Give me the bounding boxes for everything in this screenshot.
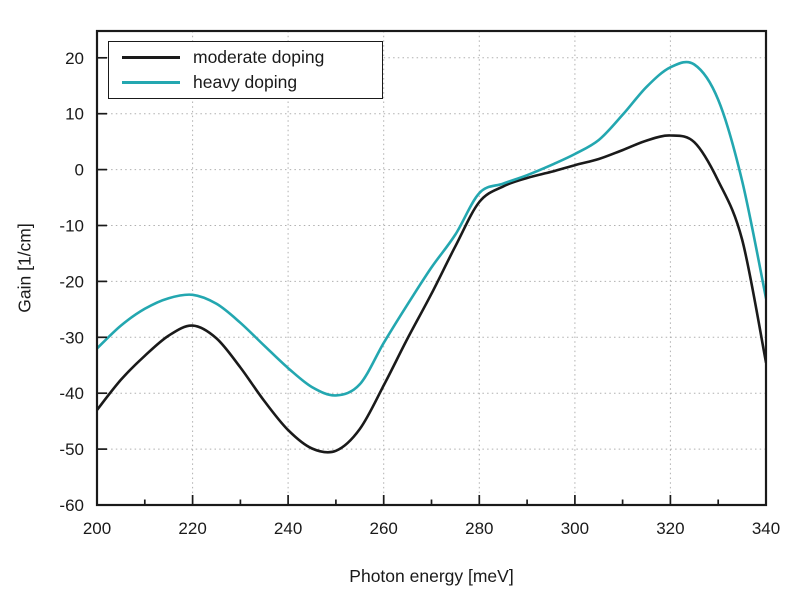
y-tick-label: -10 (59, 217, 84, 236)
legend-label-heavy: heavy doping (193, 71, 298, 92)
x-tick-label: 200 (83, 519, 111, 538)
series-line-moderate-doping (97, 134, 766, 454)
legend-line-sample-heavy (122, 80, 180, 84)
x-tick-label: 340 (752, 519, 780, 538)
x-tick-label: 300 (561, 519, 589, 538)
y-tick-label: -20 (59, 272, 84, 291)
legend-item-heavy-doping: heavy doping (122, 71, 382, 92)
legend-item-moderate-doping: moderate doping (122, 47, 382, 67)
x-tick-label: 240 (274, 519, 302, 538)
x-tick-label: 280 (465, 519, 493, 538)
x-axis-title: Photon energy [meV] (349, 566, 514, 586)
legend-label-moderate: moderate doping (193, 47, 325, 67)
x-tick-label: 260 (370, 519, 398, 538)
y-tick-label: -30 (59, 328, 84, 347)
y-tick-label: -50 (59, 440, 84, 459)
y-tick-label: -40 (59, 384, 84, 403)
y-tick-label: 0 (75, 161, 84, 180)
y-tick-label: 10 (65, 105, 84, 124)
legend-line-sample-moderate (122, 56, 180, 60)
x-tick-label: 320 (656, 519, 684, 538)
x-tick-label: 220 (178, 519, 206, 538)
legend: moderate doping heavy doping (108, 41, 383, 99)
y-axis-title: Gain [1/cm] (14, 223, 35, 313)
y-tick-label: -60 (59, 496, 84, 515)
series-line-heavy-doping (97, 60, 766, 397)
y-tick-label: 20 (65, 49, 84, 68)
